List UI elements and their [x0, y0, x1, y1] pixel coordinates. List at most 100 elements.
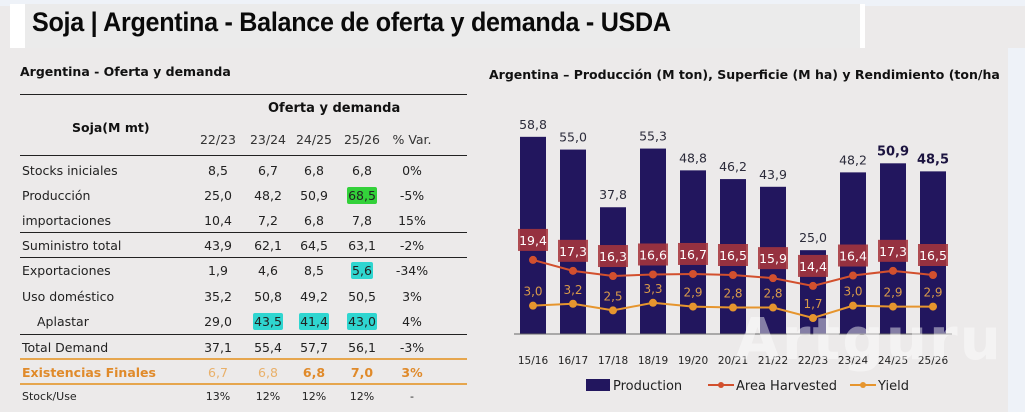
table-cell: 43,5 [243, 313, 293, 330]
orange-rule-bottom [20, 383, 467, 385]
production-label: 48,5 [917, 152, 949, 167]
x-tick-label: 16/17 [558, 355, 588, 367]
table-cell: -3% [387, 340, 437, 355]
legend-swatch-production [586, 379, 610, 391]
x-tick-label: 22/23 [798, 355, 828, 367]
area-harvested-label: 15,9 [759, 251, 787, 266]
table-cell: 50,8 [243, 289, 293, 304]
row-label: Uso doméstico [22, 289, 115, 304]
yield-point [729, 303, 737, 312]
x-tick-label: 15/16 [518, 355, 549, 367]
table-cell: 6,8 [243, 365, 293, 380]
cell-value: 12% [255, 390, 281, 403]
legend-swatch-yield-point [860, 382, 866, 388]
production-label: 50,9 [877, 144, 909, 159]
x-tick-label: 23/24 [838, 355, 869, 367]
table-cell: 6,7 [193, 365, 243, 380]
rule-after-supply [20, 257, 467, 258]
cell-value: 6,8 [302, 365, 326, 380]
table-cell: 29,0 [193, 314, 243, 329]
table-cell: 7,2 [243, 213, 293, 228]
highlighted-value: 5,6 [351, 262, 373, 279]
table-cell: 6,7 [243, 163, 293, 178]
cell-value: - [410, 390, 414, 403]
production-label: 55,0 [559, 130, 587, 145]
table-cell: 25,0 [193, 188, 243, 203]
table-cell: 1,9 [193, 263, 243, 278]
row-header: Soja(M mt) [72, 120, 150, 135]
cell-value: 4,6 [258, 263, 278, 278]
cell-value: 35,2 [204, 289, 232, 304]
highlighted-value: 41,4 [299, 313, 329, 330]
area-harvested-label: 17,3 [879, 244, 907, 259]
table-cell: -2% [387, 238, 437, 253]
column-header: 22/23 [199, 132, 237, 147]
cell-value: 12% [301, 390, 327, 403]
table-cell: 12% [289, 390, 339, 403]
cell-value: 62,1 [254, 238, 282, 253]
area-label-box [718, 244, 748, 266]
table-cell: 6,8 [289, 163, 339, 178]
yield-label: 3,2 [563, 283, 582, 297]
production-label: 37,8 [599, 187, 627, 202]
row-label: Total Demand [22, 340, 109, 355]
area-harvested-point [609, 272, 617, 281]
page-title: Soja | Argentina - Balance de oferta y d… [32, 7, 671, 37]
cell-value: 56,1 [348, 340, 376, 355]
yield-label: 2,8 [723, 287, 742, 301]
row-label: Aplastar [37, 314, 89, 329]
table-cell: 4% [387, 314, 437, 329]
table-cell: 49,2 [289, 289, 339, 304]
row-label: Exportaciones [22, 263, 111, 278]
yield-label: 3,3 [643, 282, 662, 296]
cell-value: 50,9 [300, 188, 328, 203]
legend-label-yield: Yield [877, 379, 909, 394]
table-cell: 8,5 [193, 163, 243, 178]
right-background-strip [1008, 48, 1025, 412]
x-tick-label: 18/19 [638, 355, 668, 367]
table-cell: 50,9 [289, 188, 339, 203]
area-label-box [518, 228, 548, 251]
yield-label: 2,9 [883, 286, 902, 300]
area-label-box [918, 244, 948, 266]
cell-value: 10,4 [204, 213, 232, 228]
production-area-yield-chart: 58,8 55,0 37,8 55,3 48,8 46,2 43,9 25,0 48,2 50,9… [514, 117, 952, 394]
area-harvested-label: 16,4 [839, 249, 867, 264]
table-cell: 37,1 [193, 340, 243, 355]
cell-value: -2% [399, 238, 425, 253]
table-cell: 41,4 [289, 313, 339, 330]
row-label: Producción [22, 188, 91, 203]
x-tick-label: 17/18 [598, 355, 628, 367]
yield-point [769, 303, 777, 312]
rule-after-crush [20, 334, 467, 335]
area-label-box [638, 243, 668, 266]
table-cell: 6,8 [289, 213, 339, 228]
yield-label: 2,9 [923, 286, 942, 300]
yield-label: 1,7 [803, 297, 822, 311]
cell-value: 3% [402, 289, 422, 304]
area-harvested-label: 14,4 [799, 259, 827, 274]
table-cell: 12% [337, 390, 387, 403]
table-cell: 15% [387, 213, 437, 228]
area-label-box [758, 247, 788, 270]
area-harvested-label: 19,4 [519, 233, 547, 248]
cell-value: 64,5 [300, 238, 328, 253]
table-top-rule [20, 94, 467, 95]
group-header: Oferta y demanda [268, 101, 401, 116]
area-harvested-label: 17,3 [559, 244, 587, 259]
orange-rule-top [20, 358, 467, 360]
table-cell: 4,6 [243, 263, 293, 278]
area-harvested-point [929, 271, 937, 279]
table-cell: 55,4 [243, 340, 293, 355]
cell-value: 25,0 [204, 188, 232, 203]
cell-value: -5% [399, 188, 425, 203]
table-cell: 6,8 [289, 365, 339, 380]
area-label-box [678, 242, 708, 265]
cell-value: 50,8 [254, 289, 282, 304]
area-harvested-point [729, 271, 737, 279]
column-header: 23/24 [249, 132, 287, 147]
cell-value: 13% [205, 390, 231, 403]
table-cell: 0% [387, 163, 437, 178]
table-cell: 6,8 [337, 163, 387, 178]
table-cell: 12% [243, 390, 293, 403]
